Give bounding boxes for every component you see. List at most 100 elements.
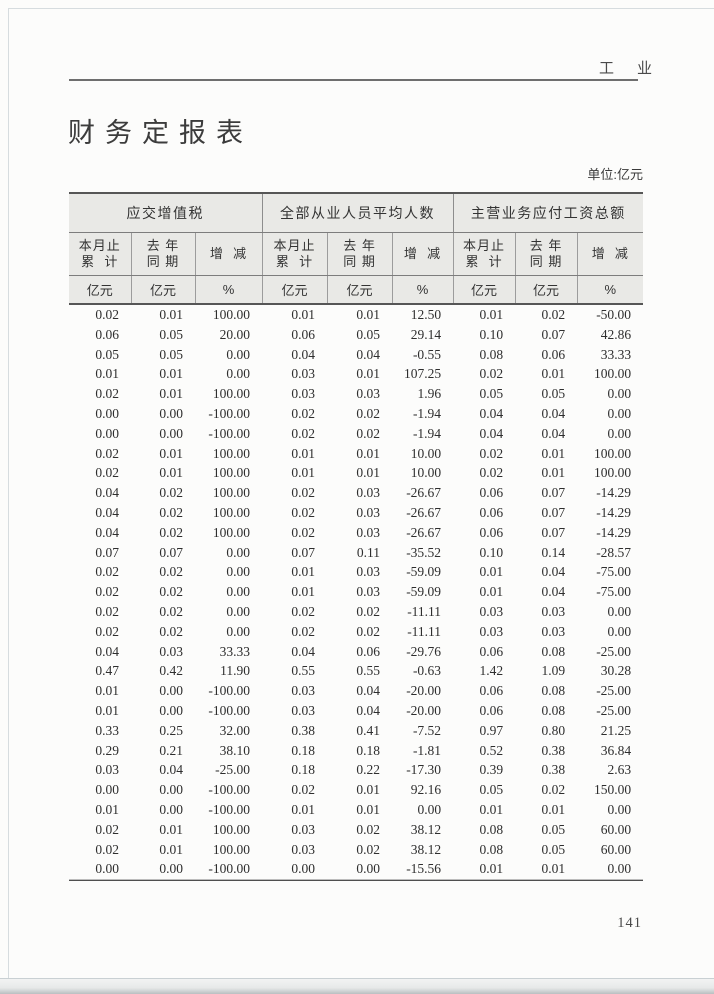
table-cell: 36.84 [600,742,632,758]
table-cell: 0.05 [95,346,119,362]
table-cell: 0.02 [291,623,316,639]
table-cell: -14.29 [596,524,632,540]
table-row: 0.02 0.02 0.00 0.01 0.03 -59.09 0.01 0.04 -75.00 [69,562,643,582]
table-cell: 38.12 [410,841,442,857]
table-cell: 0.00 [159,801,183,817]
table-cell: -25.00 [596,643,632,659]
page-number: 141 [617,915,642,931]
table-cell: 0.05 [159,346,183,362]
table-cell: 92.16 [410,782,442,798]
table-cell: 0.02 [356,623,381,639]
table-cell: -100.00 [208,405,251,421]
table-cell: 100.00 [212,841,251,857]
table-cell: 0.02 [95,307,119,322]
table-cell: 0.08 [479,346,504,362]
table-row: 0.04 0.02 100.00 0.02 0.03 -26.67 0.06 0.07 -14.… [69,503,643,523]
table-cell: 0.22 [356,762,381,778]
table-cell: 0.00 [226,346,251,362]
table-cell: 0.03 [291,366,316,382]
table-cell: 0.00 [95,405,119,421]
table-cell: 10.00 [410,445,442,461]
table-cell: 0.00 [226,603,251,619]
table-cell: 100.00 [212,524,251,540]
table-cell: 0.02 [356,821,381,837]
table-cell: -11.11 [407,603,442,619]
table-cell: 0.02 [95,465,119,481]
table-cell: 0.05 [541,821,566,837]
page-edge-left [8,8,9,978]
unit-label: 亿元 [261,275,328,305]
table-cell: 42.86 [600,326,632,342]
table-row: 0.00 0.00 -100.00 0.02 0.02 -1.94 0.04 0.04 0.00 [69,404,643,424]
table-cell: 0.02 [95,564,119,580]
table-cell: 0.47 [95,663,119,679]
table-cell: 0.14 [541,544,566,560]
table-cell: -14.29 [596,504,632,520]
table-cell: 0.00 [159,425,183,441]
table-cell: 0.02 [95,445,119,461]
table-cell: 0.04 [541,584,566,600]
table-cell: -14.29 [596,485,632,501]
table-row: 0.07 0.07 0.00 0.07 0.11 -35.52 0.10 0.14 -28.57 [69,543,643,563]
table-cell: 0.02 [356,603,381,619]
table-cell: 0.02 [159,584,183,600]
table-cell: -7.52 [412,722,442,738]
table-cell: 0.01 [356,465,381,481]
table-cell: 0.01 [159,307,183,322]
table-cell: -25.00 [215,762,251,778]
table-cell: 0.06 [479,485,504,501]
table-cell: 0.01 [291,584,316,600]
table-row: 0.01 0.00 -100.00 0.03 0.04 -20.00 0.06 0.08 -25… [69,701,643,721]
table-cell: 0.07 [95,544,119,560]
table-cell: 100.00 [212,504,251,520]
table-cell: 0.02 [95,623,119,639]
table-cell: -28.57 [596,544,632,560]
table-cell: 0.03 [356,584,381,600]
table-cell: 0.08 [541,683,566,699]
table-cell: 29.14 [410,326,442,342]
table-cell: 0.10 [479,326,504,342]
table-cell: 0.01 [356,801,381,817]
table-cell: 0.06 [356,643,381,659]
table-row: 0.47 0.42 11.90 0.55 0.55 -0.63 1.42 1.09 30.28 [69,661,643,681]
table-row: 0.02 0.01 100.00 0.01 0.01 10.00 0.02 0.01 100.0… [69,463,643,483]
table-cell: 0.01 [95,366,119,382]
table-cell: 0.00 [226,366,251,382]
table-cell: 0.06 [541,346,566,362]
table-cell: -0.55 [412,346,442,362]
col-header-month-to-date: 本月止 累 计 [69,232,131,276]
table-cell: 0.03 [356,564,381,580]
table-cell: 0.02 [291,405,316,421]
table-cell: 0.01 [479,861,504,877]
table-row: 0.29 0.21 38.10 0.18 0.18 -1.81 0.52 0.38 36.84 [69,741,643,761]
table-row: 0.02 0.01 100.00 0.01 0.01 12.50 0.01 0.02 -50.0… [69,304,643,325]
table-row: 0.00 0.00 -100.00 0.00 0.00 -15.56 0.01 0.01 0.0… [69,859,643,880]
table-cell: 0.05 [541,841,566,857]
table-cell: 0.04 [541,564,566,580]
table-cell: 0.21 [159,742,183,758]
table-cell: 0.00 [159,782,183,798]
table-cell: 0.04 [479,425,504,441]
table-cell: 0.06 [479,702,504,718]
table-cell: 0.38 [291,722,316,738]
table-cell: 0.02 [291,603,316,619]
table-cell: 0.01 [479,307,504,322]
table-cell: 150.00 [593,782,632,798]
table-cell: 100.00 [212,386,251,402]
col-header-change: 增 减 [391,232,454,276]
col-header-month-to-date: 本月止 累 计 [261,232,328,276]
column-group-wages-payable: 主营业务应付工资总额 [452,193,644,233]
table-cell: 0.00 [226,623,251,639]
table-cell: 0.55 [291,663,316,679]
table-cell: 0.04 [356,702,381,718]
table-cell: 0.02 [159,623,183,639]
table-cell: 0.03 [356,485,381,501]
table-cell: 12.50 [410,307,442,322]
table-cell: 0.02 [479,366,504,382]
table-cell: 100.00 [212,445,251,461]
unit-label: 亿元 [452,275,516,305]
table-cell: 0.05 [159,326,183,342]
table-row: 0.02 0.01 100.00 0.03 0.02 38.12 0.08 0.05 60.00 [69,820,643,840]
table-cell: 0.07 [159,544,183,560]
table-cell: 60.00 [600,821,632,837]
